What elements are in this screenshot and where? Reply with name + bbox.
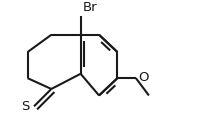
Text: S: S: [21, 100, 30, 113]
Text: O: O: [138, 71, 148, 84]
Text: Br: Br: [83, 1, 97, 14]
